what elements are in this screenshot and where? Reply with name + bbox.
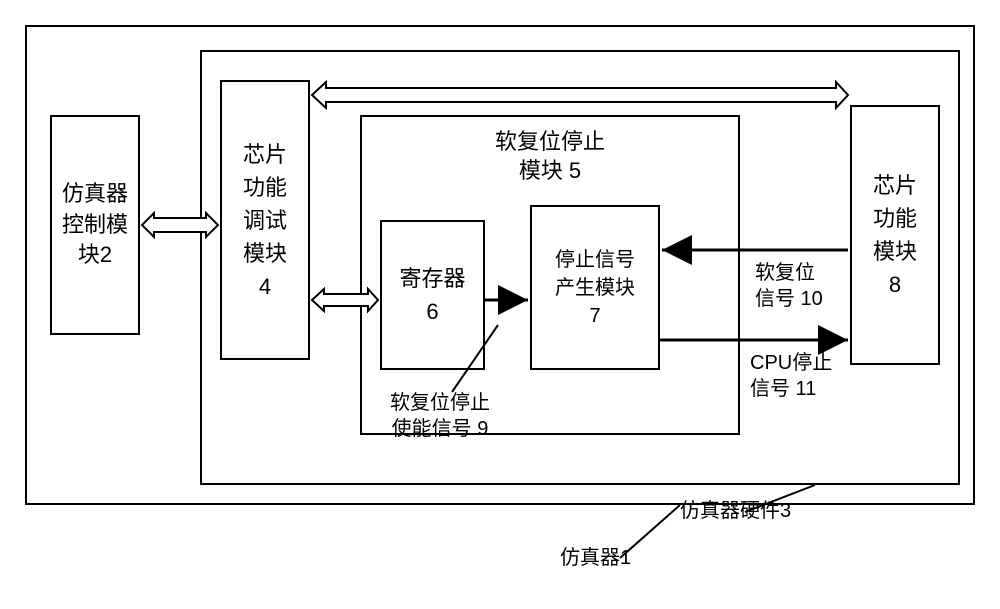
outer-label-text: 仿真器1: [560, 547, 631, 569]
hardware-frame-label: 仿真器硬件3: [680, 498, 791, 524]
box6-text: 寄存器6: [399, 262, 465, 328]
module5-title: 软复位停止模块 5: [450, 128, 650, 185]
label9-text: 软复位停止使能信号 9: [390, 392, 490, 440]
outer-frame-label: 仿真器1: [560, 545, 631, 571]
box2-text: 仿真器控制模块2: [62, 179, 128, 271]
box-chip-function-8: 芯片功能模块8: [850, 105, 940, 365]
box-emulator-control-2: 仿真器控制模块2: [50, 115, 140, 335]
label10-text: 软复位信号 10: [755, 262, 823, 310]
label-signal-9: 软复位停止使能信号 9: [390, 390, 490, 442]
label11-text: CPU停止信号 11: [750, 352, 832, 400]
box-stop-signal-gen-7: 停止信号产生模块7: [530, 205, 660, 370]
label-signal-10: 软复位信号 10: [755, 260, 823, 312]
module5-title-text: 软复位停止模块 5: [495, 129, 605, 183]
box4-text: 芯片功能调试模块4: [243, 138, 287, 303]
box8-text: 芯片功能模块8: [873, 169, 917, 301]
box-chip-debug-4: 芯片功能调试模块4: [220, 80, 310, 360]
emulator-block-diagram: 仿真器控制模块2 芯片功能调试模块4 寄存器6 停止信号产生模块7 芯片功能模块…: [20, 20, 980, 580]
box-register-6: 寄存器6: [380, 220, 485, 370]
hw-label-text: 仿真器硬件3: [680, 500, 791, 522]
box7-text: 停止信号产生模块7: [555, 246, 635, 330]
label-signal-11: CPU停止信号 11: [750, 350, 832, 402]
